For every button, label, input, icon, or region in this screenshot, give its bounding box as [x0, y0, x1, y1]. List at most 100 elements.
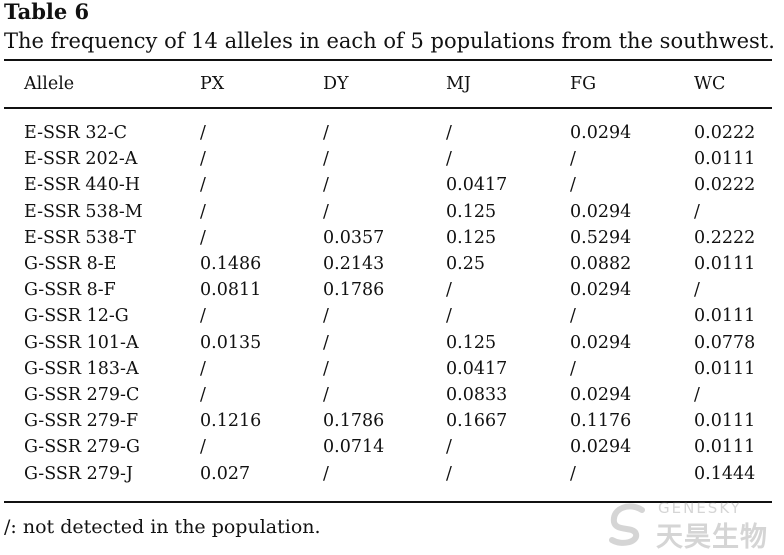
- frequency-cell: 0.0111: [694, 358, 756, 379]
- column-header-dy: DY: [323, 74, 349, 94]
- table-header-rule: [4, 107, 772, 109]
- allele-cell: E-SSR 202-A: [24, 149, 138, 170]
- swirl-logo-icon: [609, 503, 645, 546]
- frequency-cell: /: [323, 123, 329, 143]
- column-header-wc: WC: [694, 74, 726, 94]
- column-header-px: PX: [200, 74, 225, 94]
- table-row: G-SSR 183-A / / 0.0417 / 0.0111: [4, 356, 772, 382]
- frequency-cell: /: [694, 201, 700, 222]
- table-bottom-rule: [4, 501, 772, 503]
- frequency-cell: 0.0135: [200, 332, 262, 353]
- frequency-cell: /: [446, 123, 452, 143]
- frequency-cell: 0.1786: [323, 280, 385, 301]
- frequency-cell: 0.0714: [323, 437, 385, 458]
- frequency-cell: /: [446, 149, 452, 170]
- table-row: E-SSR 538-M / / 0.125 0.0294 /: [4, 199, 772, 225]
- frequency-cell: 0.0111: [694, 437, 756, 458]
- frequency-cell: 0.1786: [323, 411, 385, 432]
- frequency-cell: /: [570, 463, 576, 484]
- allele-cell: E-SSR 440-H: [24, 175, 140, 196]
- frequency-cell: 0.125: [446, 227, 497, 248]
- table-row: G-SSR 12-G / / / / 0.0111: [4, 303, 772, 329]
- table-row: E-SSR 538-T / 0.0357 0.125 0.5294 0.2222: [4, 225, 772, 251]
- frequency-cell: /: [323, 332, 329, 353]
- frequency-cell: /: [323, 306, 329, 327]
- allele-cell: G-SSR 8-E: [24, 254, 117, 275]
- table-row: E-SSR 202-A / / / / 0.0111: [4, 146, 772, 172]
- frequency-cell: 0.1667: [446, 411, 508, 432]
- watermark-brand-cn: 天昊生物: [656, 522, 768, 553]
- table-row: G-SSR 279-G / 0.0714 / 0.0294 0.0111: [4, 434, 772, 460]
- frequency-cell: /: [446, 437, 452, 458]
- table-caption: The frequency of 14 alleles in each of 5…: [4, 29, 775, 53]
- frequency-cell: 0.1486: [200, 254, 262, 275]
- frequency-cell: 0.0222: [694, 175, 756, 196]
- frequency-cell: /: [323, 358, 329, 379]
- table-top-rule: [4, 59, 772, 61]
- frequency-cell: /: [200, 306, 206, 327]
- frequency-cell: /: [694, 385, 700, 406]
- allele-cell: G-SSR 279-J: [24, 463, 133, 484]
- table-title: Table 6: [4, 0, 90, 24]
- table-row: G-SSR 279-J 0.027 / / / 0.1444: [4, 461, 772, 487]
- frequency-cell: /: [570, 149, 576, 170]
- allele-cell: G-SSR 8-F: [24, 280, 116, 301]
- frequency-cell: /: [200, 201, 206, 222]
- table-row: G-SSR 8-F 0.0811 0.1786 / 0.0294 /: [4, 277, 772, 303]
- frequency-cell: 0.0811: [200, 280, 262, 301]
- table-body: E-SSR 32-C / / / 0.0294 0.0222 E-SSR 202-A / / / /…: [4, 107, 772, 487]
- frequency-cell: 0.0294: [570, 332, 632, 353]
- frequency-cell: /: [323, 385, 329, 406]
- table-row: E-SSR 440-H / / 0.0417 / 0.0222: [4, 172, 772, 198]
- frequency-cell: /: [200, 149, 206, 170]
- allele-cell: G-SSR 279-G: [24, 437, 140, 458]
- frequency-cell: 0.0417: [446, 358, 508, 379]
- frequency-cell: /: [323, 201, 329, 222]
- frequency-cell: 0.0111: [694, 149, 756, 170]
- frequency-cell: 0.2143: [323, 254, 385, 275]
- frequency-cell: /: [446, 280, 452, 301]
- watermark-brand-en: GENESKY: [658, 499, 742, 517]
- frequency-cell: /: [200, 227, 206, 248]
- frequency-cell: 0.0111: [694, 411, 756, 432]
- frequency-cell: /: [446, 463, 452, 484]
- column-header-fg: FG: [570, 74, 597, 94]
- frequency-cell: 0.1444: [694, 463, 756, 484]
- allele-cell: E-SSR 538-M: [24, 201, 143, 222]
- frequency-cell: 0.5294: [570, 227, 632, 248]
- frequency-cell: /: [446, 306, 452, 327]
- table-row: G-SSR 279-F 0.1216 0.1786 0.1667 0.1176 0.011…: [4, 408, 772, 434]
- frequency-cell: 0.0417: [446, 175, 508, 196]
- frequency-cell: /: [323, 149, 329, 170]
- frequency-cell: 0.1176: [570, 411, 632, 432]
- frequency-cell: 0.0294: [570, 280, 632, 301]
- allele-cell: G-SSR 101-A: [24, 332, 139, 353]
- table-row: G-SSR 279-C / / 0.0833 0.0294 /: [4, 382, 772, 408]
- allele-frequency-table: Allele PX DY MJ FG WC E-SSR 32-C / / / 0.029…: [4, 61, 772, 487]
- frequency-cell: 0.0294: [570, 123, 632, 143]
- frequency-cell: /: [200, 385, 206, 406]
- frequency-cell: 0.0294: [570, 385, 632, 406]
- frequency-cell: 0.125: [446, 201, 497, 222]
- frequency-cell: 0.0111: [694, 306, 756, 327]
- allele-cell: E-SSR 538-T: [24, 227, 136, 248]
- allele-cell: G-SSR 279-C: [24, 385, 140, 406]
- brand-watermark: GENESKY 天昊生物: [604, 496, 778, 553]
- frequency-cell: /: [570, 306, 576, 327]
- frequency-cell: /: [200, 358, 206, 379]
- allele-cell: G-SSR 183-A: [24, 358, 139, 379]
- frequency-cell: 0.1216: [200, 411, 262, 432]
- frequency-cell: 0.0357: [323, 227, 385, 248]
- frequency-cell: /: [200, 437, 206, 458]
- frequency-cell: 0.2222: [694, 227, 756, 248]
- frequency-cell: /: [323, 463, 329, 484]
- frequency-cell: 0.0294: [570, 437, 632, 458]
- frequency-cell: /: [323, 175, 329, 196]
- table-row: G-SSR 101-A 0.0135 / 0.125 0.0294 0.0778: [4, 330, 772, 356]
- frequency-cell: /: [570, 175, 576, 196]
- frequency-cell: 0.0833: [446, 385, 508, 406]
- frequency-cell: 0.0222: [694, 123, 756, 143]
- frequency-cell: 0.0778: [694, 332, 756, 353]
- frequency-cell: /: [694, 280, 700, 301]
- frequency-cell: 0.0294: [570, 201, 632, 222]
